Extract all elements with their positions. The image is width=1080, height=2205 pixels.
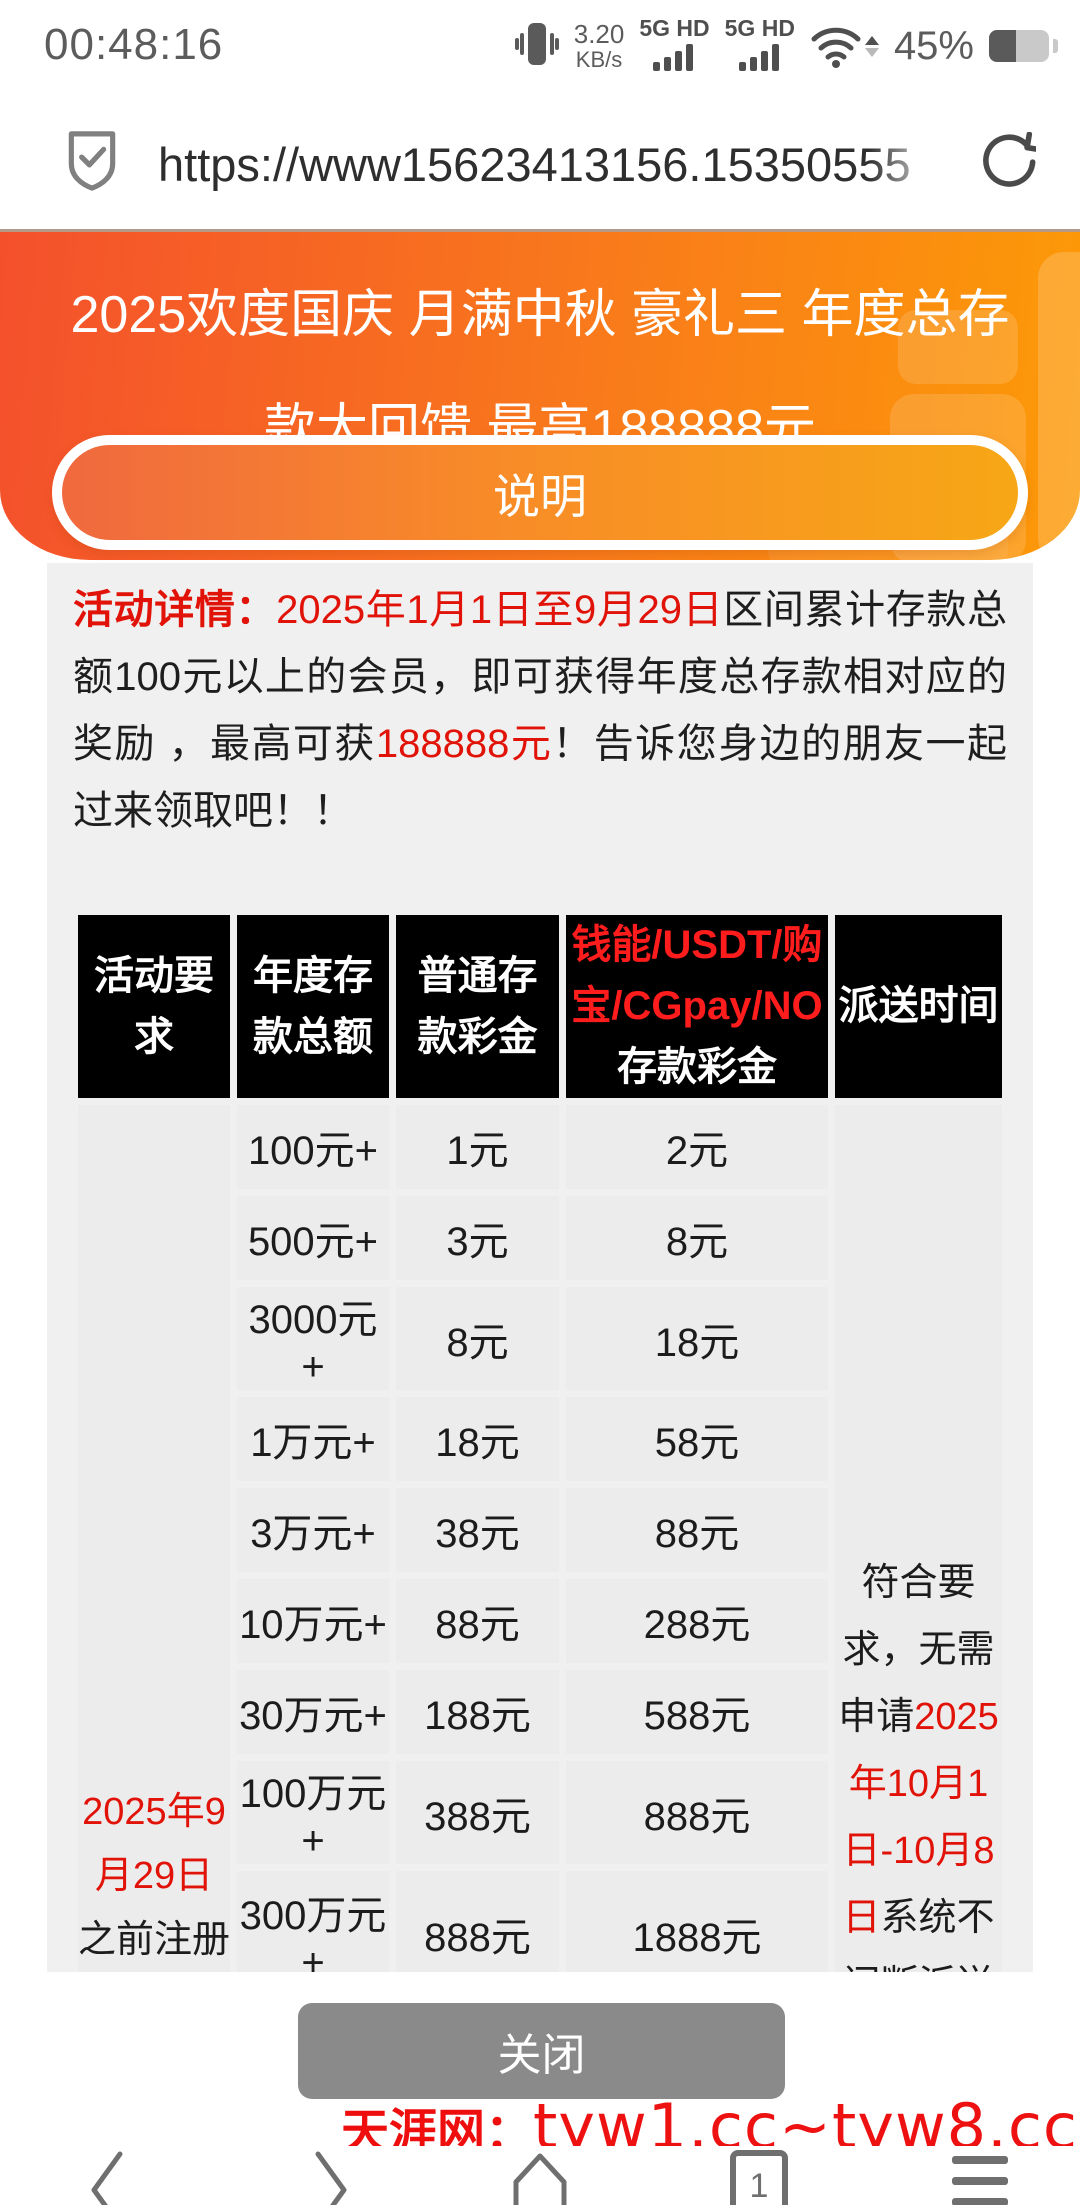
header-special-suffix: 存款彩金 [617, 1045, 777, 1089]
table-row: 2025年9月29日之前注册的会员 100元+ 1元 2元 符合要求，无需申请2… [78, 1105, 1002, 1972]
deposit-amount-cell: 100元+ [237, 1105, 389, 1189]
header-normal-bonus: 普通存款彩金 [396, 915, 559, 1098]
security-shield-icon[interactable] [66, 130, 118, 197]
normal-bonus-cell: 3元 [396, 1196, 559, 1280]
delivery-text2: 系统不间断派送 [842, 1897, 995, 1972]
tab-count: 1 [749, 2166, 769, 2205]
vibrate-icon [514, 18, 559, 75]
wifi-activity-arrows [864, 35, 879, 57]
browser-url-bar[interactable]: https://www15623413156.15350555 [0, 90, 1080, 229]
battery-icon [989, 30, 1049, 62]
delivery-text1: 符合要求，无需申请 [838, 1562, 995, 1738]
close-button[interactable]: 关闭 [298, 2003, 785, 2099]
normal-bonus-cell: 388元 [396, 1761, 559, 1864]
explain-button-label: 说明 [493, 470, 587, 523]
header-special-bonus: 钱能/USDT/购宝/CGpay/NO 存款彩金 [566, 915, 828, 1098]
signal-bars-icon [653, 43, 695, 76]
tabs-icon[interactable]: 1 [730, 2150, 788, 2205]
activity-period: 2025年1月1日至9月29日 [276, 588, 724, 632]
special-bonus-cell: 8元 [566, 1196, 828, 1280]
deposit-amount-cell: 1万元+ [237, 1397, 389, 1481]
normal-bonus-cell: 38元 [396, 1488, 559, 1572]
signal-bars-icon [738, 43, 781, 76]
wifi-icon [810, 24, 879, 68]
deposit-amount-cell: 300万元 + [237, 1871, 389, 1972]
back-icon[interactable] [84, 2150, 132, 2205]
browser-nav-bar: 1 [0, 2146, 1080, 2205]
special-bonus-cell: 2元 [566, 1105, 828, 1189]
requirement-date: 2025年9月29日 [82, 1791, 226, 1897]
table-row: 300万元 + 888元 1888元 [78, 1871, 1002, 1972]
normal-bonus-cell: 18元 [396, 1397, 559, 1481]
header-activity-requirement: 活动要求 [78, 915, 230, 1098]
deposit-amount-cell: 30万元+ [237, 1670, 389, 1754]
gift-box-decoration [1038, 252, 1080, 560]
explain-button[interactable]: 说明 [52, 435, 1028, 550]
clock: 00:48:16 [44, 20, 224, 69]
deposit-amount-cell: 500元+ [237, 1196, 389, 1280]
banner-top-divider [0, 229, 1080, 232]
special-bonus-cell: 88元 [566, 1488, 828, 1572]
table-header-row: 活动要求 年度存款总额 普通存款彩金 钱能/USDT/购宝/CGpay/NO 存… [78, 915, 1002, 1098]
activity-description: 活动详情：2025年1月1日至9月29日区间累计存款总额100元以上的会员，即可… [47, 563, 1033, 845]
header-delivery-time: 派送时间 [835, 915, 1002, 1098]
delivery-cell: 符合要求，无需申请2025年10月1日-10月8日系统不间断派送 进入我的 [835, 1105, 1002, 1972]
normal-bonus-cell: 88元 [396, 1579, 559, 1663]
normal-bonus-cell: 188元 [396, 1670, 559, 1754]
battery-percent: 45% [893, 23, 974, 68]
network-speed: 3.20 KB/s [573, 18, 625, 73]
table-row: 10万元+ 88元 288元 [78, 1579, 1002, 1663]
normal-bonus-cell: 1元 [396, 1105, 559, 1189]
special-bonus-cell: 288元 [566, 1579, 828, 1663]
activity-body1: 区间累计存款总额100元以上的会员，即可获得年度总存款相对应的奖励 ，最高可获 [73, 588, 1008, 766]
header-special-channels: 钱能/USDT/购宝/CGpay/NO [571, 923, 823, 1028]
requirement-cell: 2025年9月29日之前注册的会员 [78, 1105, 230, 1972]
table-row: 1万元+ 18元 58元 [78, 1397, 1002, 1481]
activity-label: 活动详情： [73, 588, 277, 632]
special-bonus-cell: 18元 [566, 1287, 828, 1390]
activity-body2: ！告诉您身边的朋友一起过来领取吧！！ [73, 722, 1007, 833]
header-annual-deposit: 年度存款总额 [237, 915, 389, 1098]
special-bonus-cell: 58元 [566, 1397, 828, 1481]
reward-table: 活动要求 年度存款总额 普通存款彩金 钱能/USDT/购宝/CGpay/NO 存… [71, 908, 1009, 1972]
url-fade-overlay [868, 130, 960, 200]
url-input[interactable]: https://www15623413156.15350555 [158, 138, 911, 191]
sim2-signal: 5G HD [725, 16, 795, 76]
deposit-amount-cell: 3万元+ [237, 1488, 389, 1572]
forward-icon[interactable] [306, 2150, 354, 2205]
activity-max-amount: 188888元 [375, 722, 553, 766]
special-bonus-cell: 1888元 [566, 1871, 828, 1972]
normal-bonus-cell: 8元 [396, 1287, 559, 1390]
menu-icon[interactable] [952, 2156, 1008, 2205]
special-bonus-cell: 588元 [566, 1670, 828, 1754]
requirement-text: 之前注册的会员 [78, 1919, 231, 1961]
table-row: 30万元+ 188元 588元 [78, 1670, 1002, 1754]
refresh-icon[interactable] [978, 131, 1044, 195]
table-row: 100万元+ 388元 888元 [78, 1761, 1002, 1864]
gift-box-decoration [898, 310, 1018, 384]
status-icon-cluster: 3.20 KB/s 5G HD 5G HD [514, 10, 1058, 82]
deposit-amount-cell: 100万元+ [237, 1761, 389, 1864]
table-row: 3000元+ 8元 18元 [78, 1287, 1002, 1390]
delivery-date: 2025年10月1日-10月8日 [842, 1696, 999, 1939]
home-icon[interactable] [508, 2150, 572, 2205]
sim1-signal: 5G HD [639, 16, 710, 76]
special-bonus-cell: 888元 [566, 1761, 828, 1864]
close-button-label: 关闭 [497, 2031, 586, 2080]
normal-bonus-cell: 888元 [396, 1871, 559, 1972]
table-row: 500元+ 3元 8元 [78, 1196, 1002, 1280]
deposit-amount-cell: 3000元+ [237, 1287, 389, 1390]
activity-detail-panel: 活动详情：2025年1月1日至9月29日区间累计存款总额100元以上的会员，即可… [47, 563, 1033, 1972]
deposit-amount-cell: 10万元+ [237, 1579, 389, 1663]
table-row: 3万元+ 38元 88元 [78, 1488, 1002, 1572]
battery-nub [1053, 39, 1058, 53]
